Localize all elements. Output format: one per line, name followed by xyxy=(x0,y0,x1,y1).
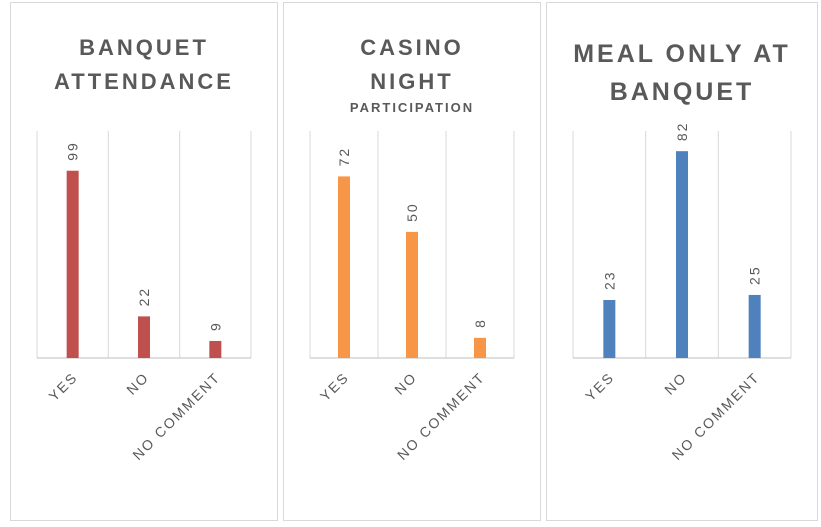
value-label: 22 xyxy=(136,287,152,307)
bar xyxy=(676,151,688,358)
value-label: 50 xyxy=(404,202,420,222)
bar xyxy=(138,316,150,358)
x-tick-label: YES xyxy=(45,369,80,404)
chart-title-block: CASINO NIGHT PARTICIPATION xyxy=(294,31,530,117)
chart-panel: 23 YES 82 NO 25 NO COMMENT MEAL ONLY AT BANQU… xyxy=(546,2,818,521)
chart-title: BANQUET ATTENDANCE xyxy=(54,35,234,94)
value-label: 23 xyxy=(601,270,617,290)
value-label: 72 xyxy=(336,147,352,167)
value-label: 82 xyxy=(674,122,690,142)
chart-panel: 72 YES 50 NO 8 NO COMMENT CASINO NIGHT PARTIC… xyxy=(283,2,541,521)
bar xyxy=(474,337,486,358)
x-tick-label: YES xyxy=(582,369,617,404)
bar xyxy=(209,340,222,358)
x-tick-label: NO xyxy=(661,369,690,398)
bar xyxy=(603,299,616,358)
value-label: 8 xyxy=(472,318,488,328)
x-tick-label: NO xyxy=(123,369,152,398)
value-label: 25 xyxy=(747,265,763,285)
chart-panel: 99 YES 22 NO 9 NO COMMENT BANQUET ATTENDANCE xyxy=(10,2,278,521)
chart-subtitle: PARTICIPATION xyxy=(349,100,475,115)
bar xyxy=(66,170,79,358)
bar xyxy=(406,231,418,358)
value-label: 99 xyxy=(65,141,81,161)
chart-title: MEAL ONLY AT BANQUET xyxy=(573,40,791,106)
chart-title: CASINO NIGHT xyxy=(360,35,464,94)
x-tick-label: YES xyxy=(317,369,352,404)
x-tick-label: NO xyxy=(391,369,420,398)
value-label: 9 xyxy=(207,321,223,331)
bar xyxy=(338,176,350,358)
bar xyxy=(748,294,761,358)
